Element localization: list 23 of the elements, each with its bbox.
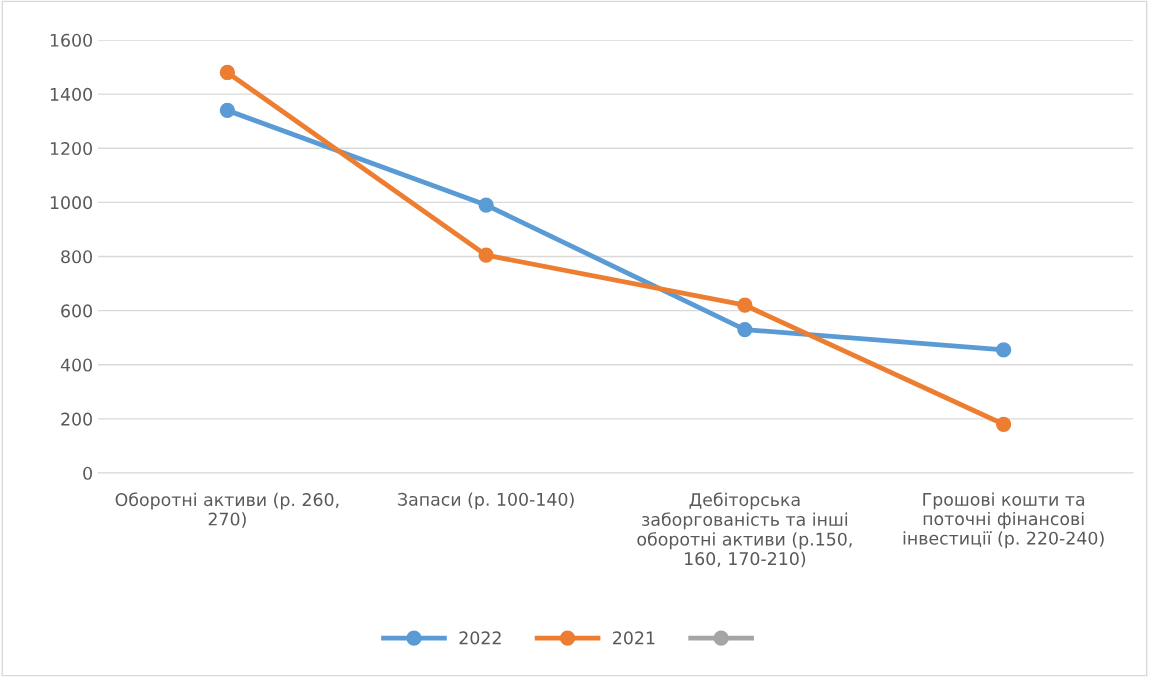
y-tick-label: 1200: [50, 141, 92, 156]
point: [219, 102, 236, 119]
y-tick-label: 1000: [50, 196, 92, 210]
legend-label: 2021: [613, 631, 655, 645]
point: [219, 64, 236, 81]
y-tick-label: 1600: [50, 33, 92, 47]
x-tick-label: Дебіторська заборгованість та інші оборотні активи (р.150, 160, 170-210): [637, 492, 852, 568]
point: [737, 297, 753, 313]
point: [478, 197, 494, 213]
y-tick-label: 1400: [50, 87, 92, 101]
y-tick-label: 400: [60, 358, 92, 372]
point: [995, 416, 1012, 432]
point: [478, 247, 494, 263]
y-tick-label: 200: [61, 412, 92, 426]
x-tick-label: Оборотні активи (р. 260, 270): [115, 492, 339, 528]
y-tick-label: 600: [61, 304, 92, 318]
y-tick-label: 0: [83, 466, 92, 480]
x-tick-label: Грошові кошти та поточні фінансові інвестиції (р. 220-240): [903, 492, 1104, 549]
point: [995, 342, 1012, 358]
point: [737, 321, 753, 338]
y-tick-label: 800: [61, 250, 92, 264]
legend-label: 2022: [459, 631, 501, 645]
x-tick-label: Запаси (р. 100-140): [398, 492, 574, 510]
